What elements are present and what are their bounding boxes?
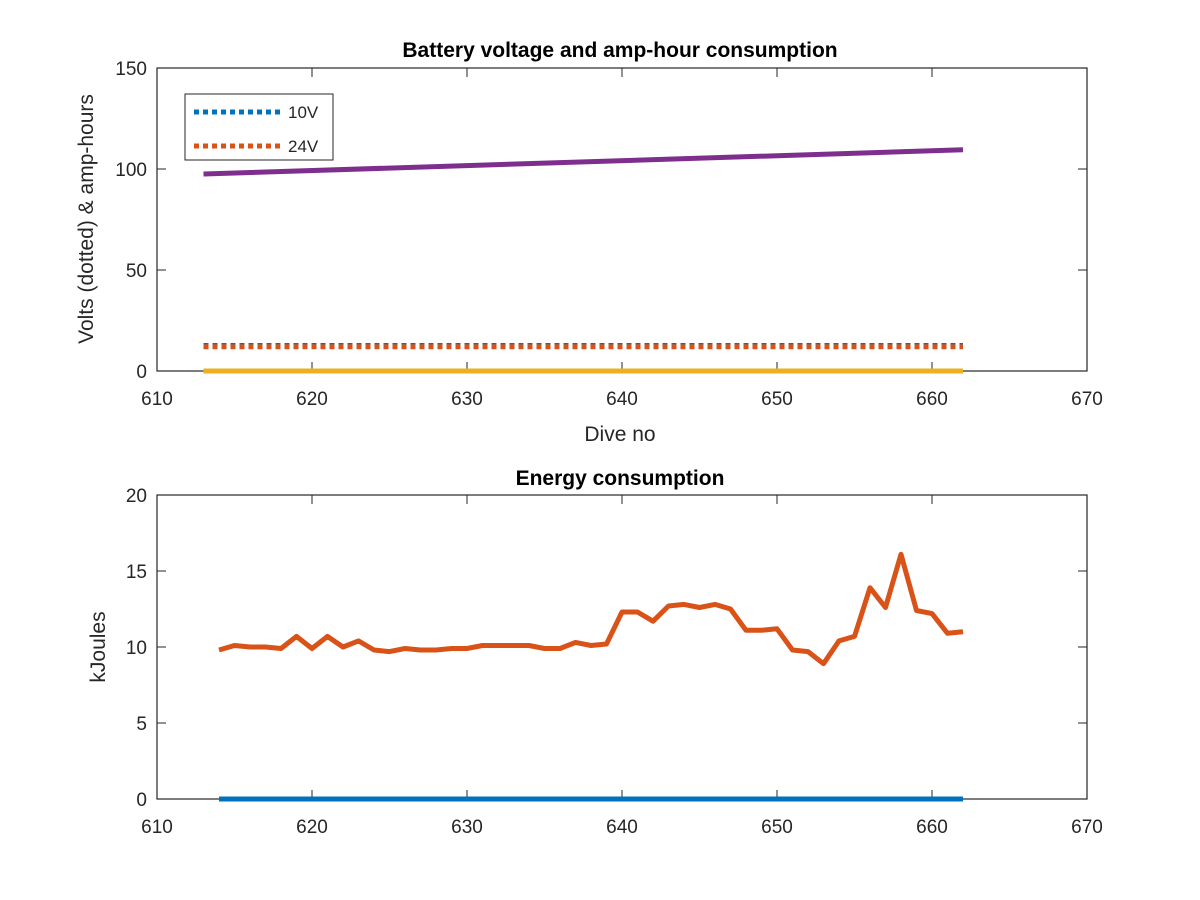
y-tick-label: 5 bbox=[136, 714, 147, 735]
x-tick-label: 640 bbox=[606, 389, 638, 410]
y-tick-label: 15 bbox=[126, 562, 147, 583]
x-tick-label: 650 bbox=[761, 389, 793, 410]
y-tick-label: 50 bbox=[126, 261, 147, 282]
y-tick-label: 20 bbox=[126, 486, 147, 507]
y-tick-label: 150 bbox=[115, 59, 147, 80]
x-tick-label: 650 bbox=[761, 817, 793, 838]
battery-chart: Battery voltage and amp-hour consumption… bbox=[75, 39, 1103, 446]
x-tick-label: 620 bbox=[296, 389, 328, 410]
x-tick-label: 610 bbox=[141, 817, 173, 838]
energy-y-axis-label: kJoules bbox=[87, 611, 110, 682]
x-tick-label: 670 bbox=[1071, 817, 1103, 838]
energy-axes: 610 620 630 640 650 660 670 0 5 10 15 20 bbox=[126, 486, 1103, 838]
battery-x-axis-label: Dive no bbox=[584, 423, 655, 446]
y-tick-label: 10 bbox=[126, 638, 147, 659]
x-tick-label: 630 bbox=[451, 389, 483, 410]
x-tick-label: 670 bbox=[1071, 389, 1103, 410]
battery-series-line-3 bbox=[203, 147, 964, 177]
energy-plot-frame bbox=[156, 494, 1088, 800]
x-tick-label: 660 bbox=[916, 389, 948, 410]
x-tick-label: 620 bbox=[296, 817, 328, 838]
x-tick-label: 660 bbox=[916, 817, 948, 838]
energy-chart: Energy consumption 610 620 630 640 650 660 670… bbox=[87, 467, 1103, 838]
energy-chart-title: Energy consumption bbox=[516, 467, 725, 490]
battery-y-axis-label: Volts (dotted) & amp-hours bbox=[75, 94, 98, 344]
x-tick-label: 640 bbox=[606, 817, 638, 838]
battery-axes: 610 620 630 640 650 660 670 0 50 100 150 bbox=[115, 59, 1103, 410]
y-tick-label: 100 bbox=[115, 160, 147, 181]
energy-series-line-1 bbox=[218, 551, 964, 667]
battery-legend: 10V 24V bbox=[184, 93, 334, 161]
legend-box bbox=[184, 93, 334, 161]
x-tick-label: 610 bbox=[141, 389, 173, 410]
x-tick-label: 630 bbox=[451, 817, 483, 838]
y-tick-label: 0 bbox=[136, 362, 147, 383]
legend-label-24v: 24V bbox=[288, 137, 319, 156]
legend-label-10v: 10V bbox=[288, 103, 319, 122]
y-tick-label: 0 bbox=[136, 790, 147, 811]
battery-series bbox=[203, 147, 964, 374]
battery-chart-title: Battery voltage and amp-hour consumption bbox=[402, 39, 837, 62]
energy-series bbox=[218, 551, 964, 802]
